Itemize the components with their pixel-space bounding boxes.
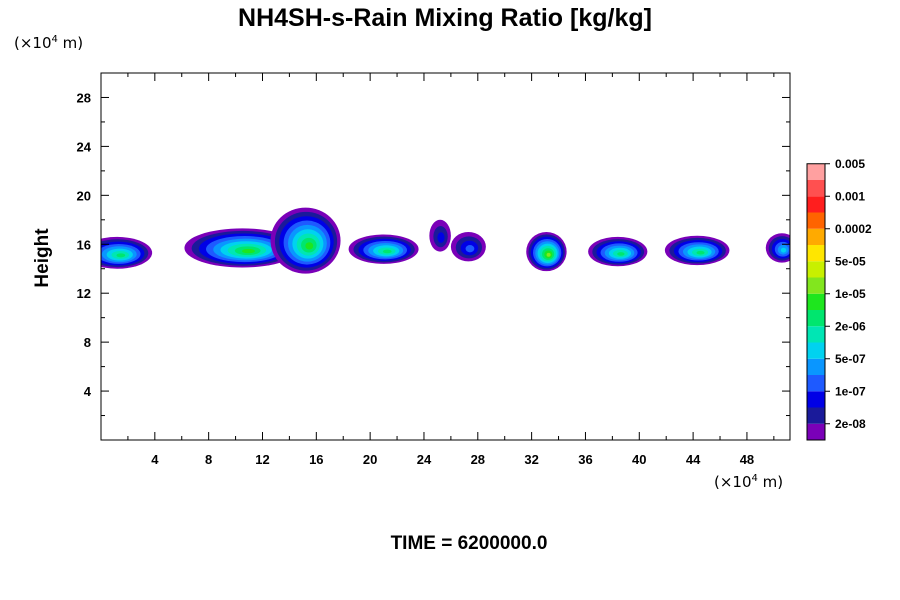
colorbar-label: 2e-08 xyxy=(835,417,866,431)
colorbar-swatch xyxy=(807,342,825,359)
y-tick-label: 28 xyxy=(77,90,91,105)
y-tick-label: 16 xyxy=(77,237,91,252)
contour-level-9 xyxy=(546,252,551,257)
colorbar-swatch xyxy=(807,375,825,392)
colorbar-swatch xyxy=(807,277,825,294)
colorbar-label: 0.005 xyxy=(835,157,865,171)
x-tick-label: 24 xyxy=(417,452,432,467)
y-tick-label: 4 xyxy=(84,384,92,399)
colorbar-label: 0.001 xyxy=(835,189,865,203)
colorbar-label: 5e-05 xyxy=(835,254,866,268)
rain-cell xyxy=(526,232,567,272)
rain-cell xyxy=(348,234,419,264)
colorbar-label: 2e-06 xyxy=(835,319,866,333)
x-tick-label: 44 xyxy=(686,452,701,467)
colorbar-swatch xyxy=(807,326,825,343)
y-tick-label: 20 xyxy=(77,188,91,203)
contour-level-7 xyxy=(382,249,392,254)
contour-level-5 xyxy=(780,247,787,253)
rain-cell xyxy=(429,219,451,252)
colorbar-swatch xyxy=(807,358,825,375)
x-tick-label: 40 xyxy=(632,452,646,467)
x-tick-label: 8 xyxy=(205,452,212,467)
rain-cell xyxy=(270,207,341,274)
contour-level-7 xyxy=(696,250,705,255)
plot-frame xyxy=(100,72,791,441)
contour-level-2 xyxy=(437,232,445,243)
contour-level-3 xyxy=(465,245,475,253)
x-tick-label: 16 xyxy=(309,452,323,467)
contour-level-7 xyxy=(116,253,126,258)
mixing-ratio-field xyxy=(101,207,790,274)
x-axis-unit: (×104 m) xyxy=(714,473,783,491)
chart-title: NH4SH-s-Rain Mixing Ratio [kg/kg] xyxy=(238,4,652,32)
contour-level-8 xyxy=(305,242,314,250)
y-tick-label: 24 xyxy=(77,139,92,154)
y-axis-label: Height xyxy=(32,228,53,288)
contour-level-8 xyxy=(242,248,255,254)
colorbar-swatch xyxy=(807,407,825,424)
colorbar-swatch xyxy=(807,245,825,262)
colorbar-swatch xyxy=(807,391,825,408)
colorbar-label: 5e-07 xyxy=(835,352,866,366)
x-tick-label: 12 xyxy=(255,452,269,467)
colorbar-frame xyxy=(806,163,826,441)
time-label: TIME = 6200000.0 xyxy=(391,533,548,554)
x-tick-label: 48 xyxy=(740,452,754,467)
colorbar-label: 0.0002 xyxy=(835,222,872,236)
y-tick-label: 12 xyxy=(77,286,91,301)
colorbar-swatch xyxy=(807,212,825,229)
colorbar-swatch xyxy=(807,261,825,278)
y-axis-unit: (×104 m) xyxy=(14,34,83,52)
rain-cell xyxy=(450,232,486,262)
colorbar-swatch xyxy=(807,423,825,440)
colorbar-label: 1e-05 xyxy=(835,287,866,301)
colorbar-swatch xyxy=(807,196,825,213)
colorbar-swatch xyxy=(807,228,825,245)
colorbar-label: 1e-07 xyxy=(835,384,866,398)
colorbar: 2e-08 1e-07 5e-07 2e-06 1e-05 5e-05 0.0002 0.00… xyxy=(806,157,872,441)
x-tick-label: 28 xyxy=(471,452,485,467)
x-tick-label: 32 xyxy=(524,452,538,467)
x-tick-label: 36 xyxy=(578,452,592,467)
rain-cell xyxy=(765,233,790,263)
rain-cell xyxy=(664,235,730,266)
rain-cell xyxy=(101,236,153,269)
colorbar-swatch xyxy=(807,310,825,327)
x-tick-label: 20 xyxy=(363,452,377,467)
y-tick-label: 8 xyxy=(84,335,91,350)
x-tick-label: 4 xyxy=(151,452,159,467)
contour-level-7 xyxy=(617,252,625,256)
colorbar-swatch xyxy=(807,180,825,197)
colorbar-swatch xyxy=(807,293,825,310)
rain-cell xyxy=(588,236,648,267)
colorbar-swatch xyxy=(807,163,825,180)
